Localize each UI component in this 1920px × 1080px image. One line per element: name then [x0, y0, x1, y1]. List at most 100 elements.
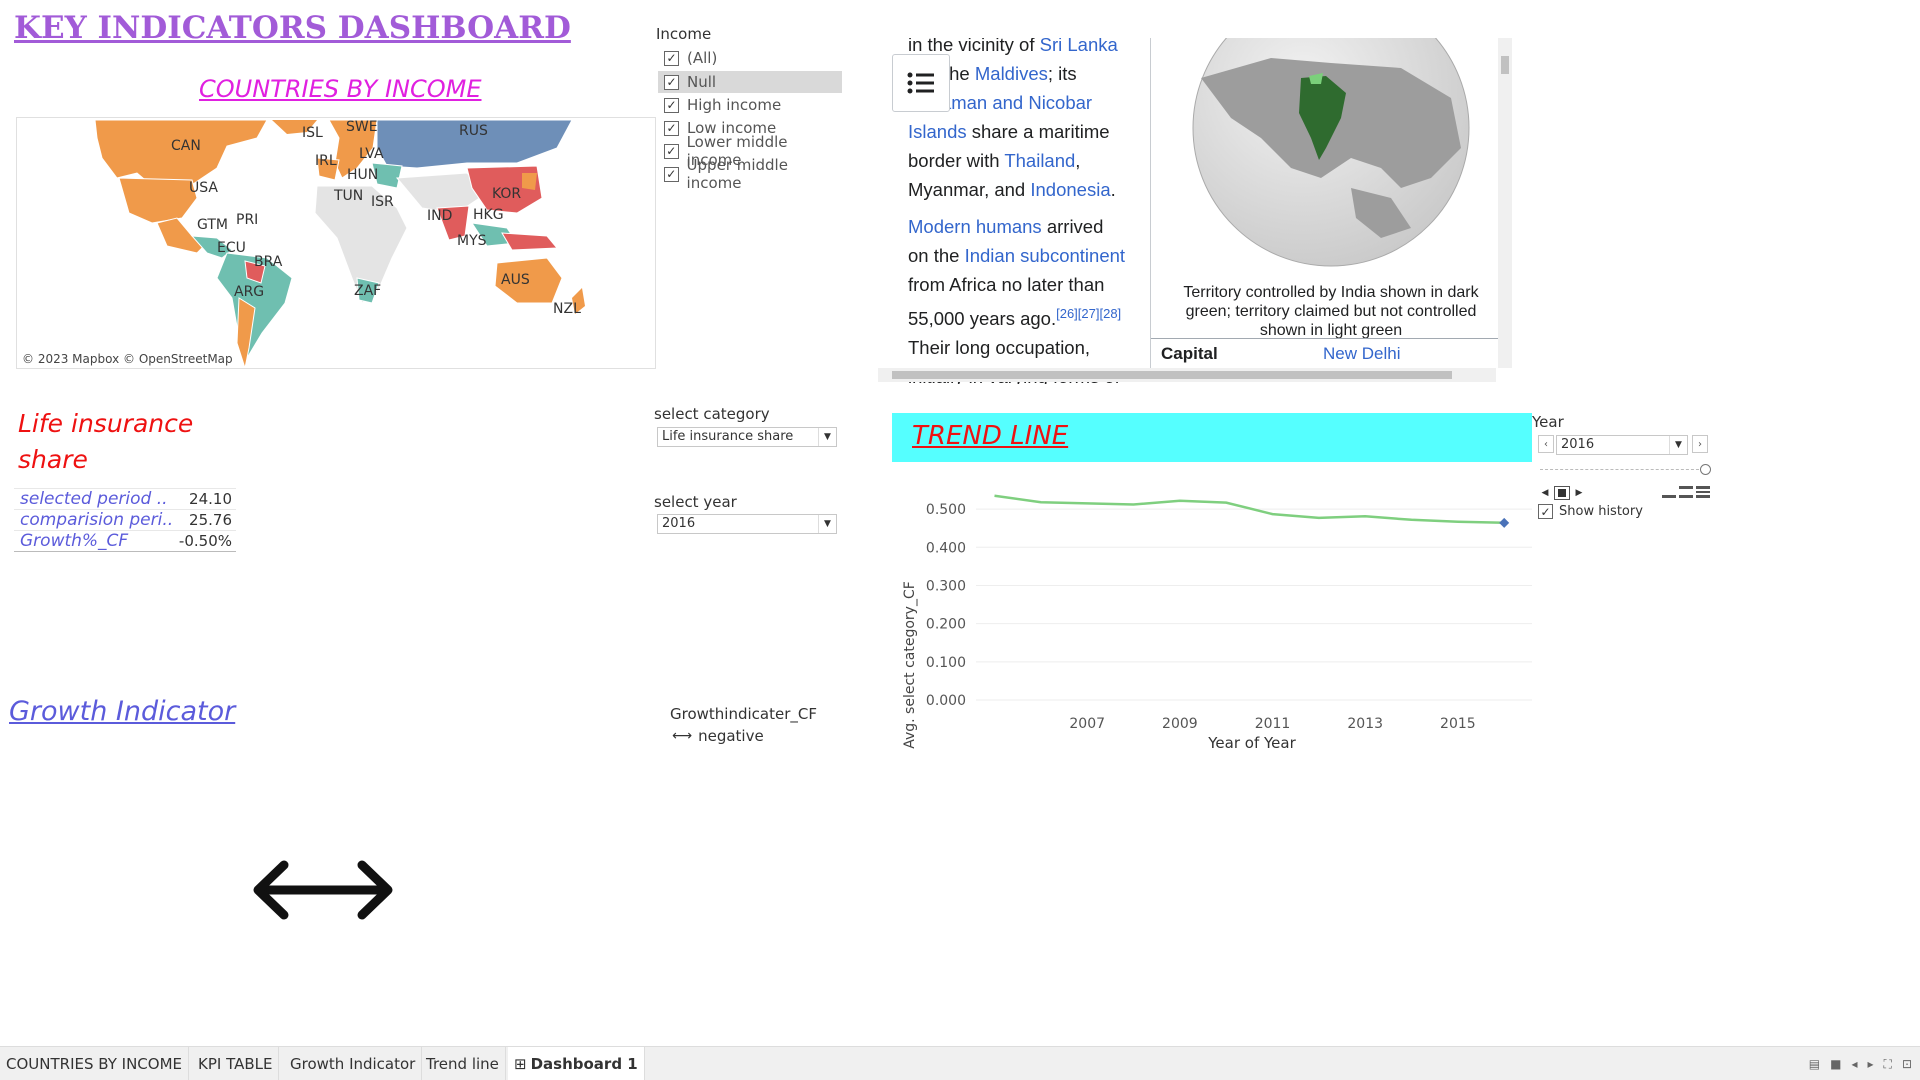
kpi-row[interactable]: comparision peri.. 25.76: [14, 509, 236, 530]
map-label[interactable]: ISL: [302, 125, 323, 141]
year-slider-track[interactable]: [1540, 469, 1704, 470]
map-label[interactable]: RUS: [459, 123, 488, 139]
kpi-row[interactable]: selected period .. 24.10: [14, 488, 236, 509]
link-indonesia[interactable]: Indonesia: [1030, 179, 1111, 200]
data-point[interactable]: [1174, 495, 1186, 507]
sheet-view-icon[interactable]: ■: [1830, 1057, 1842, 1071]
step-back-icon[interactable]: ◀: [1541, 488, 1549, 498]
kpi-row[interactable]: Growth%_CF -0.50%: [14, 530, 236, 551]
map-region[interactable]: [244, 260, 266, 284]
year-slider-handle[interactable]: [1700, 464, 1711, 475]
chevron-down-icon[interactable]: ▼: [818, 515, 836, 533]
data-point[interactable]: [1035, 496, 1047, 508]
vertical-scrollbar[interactable]: [1498, 38, 1512, 368]
map-label[interactable]: MYS: [457, 233, 487, 249]
check-icon[interactable]: ✓: [664, 97, 679, 113]
income-filter-item-upper-middle[interactable]: ✓ Upper middle income: [658, 156, 842, 192]
data-point[interactable]: [1267, 508, 1279, 520]
highlight-point[interactable]: [1499, 517, 1510, 528]
tab-countries-by-income[interactable]: COUNTRIES BY INCOME: [0, 1047, 190, 1080]
chevron-down-icon[interactable]: ▼: [1669, 436, 1687, 454]
trend-line-chart[interactable]: 0.000 0.100 0.200 0.300 0.400 0.500 2007 2009 2…: [892, 470, 1532, 760]
map-label[interactable]: ISR: [371, 194, 394, 210]
year-page-control[interactable]: ‹ 2016 ▼ › ◀ ▶: [1538, 434, 1712, 500]
link-modern-humans[interactable]: Modern humans: [908, 216, 1042, 237]
link-andaman[interactable]: Andaman and Nicobar Islands: [908, 92, 1093, 142]
data-point[interactable]: [1081, 497, 1093, 509]
map-label[interactable]: ECU: [217, 240, 246, 256]
income-filter-item-lower-middle[interactable]: ✓ Lower middle income: [658, 133, 842, 169]
check-icon[interactable]: ✓: [664, 120, 679, 136]
scroll-thumb[interactable]: [892, 371, 1452, 379]
map-region[interactable]: [314, 185, 408, 304]
data-point[interactable]: [989, 490, 1001, 502]
map-region[interactable]: [316, 157, 340, 181]
speed-slow-icon[interactable]: [1662, 486, 1676, 498]
tab-kpi-table[interactable]: KPI TABLE: [192, 1047, 280, 1080]
map-region[interactable]: [272, 120, 317, 134]
speed-medium-icon[interactable]: [1679, 486, 1693, 498]
present-icon[interactable]: ⊡: [1901, 1057, 1912, 1071]
link-indian-subcontinent[interactable]: Indian subcontinent: [964, 245, 1126, 266]
chevron-down-icon[interactable]: ▼: [818, 428, 836, 446]
map-label[interactable]: AUS: [501, 272, 530, 288]
map-label[interactable]: ZAF: [354, 283, 382, 299]
map-region[interactable]: [494, 257, 563, 304]
link-maldives[interactable]: Maldives: [974, 63, 1048, 84]
web-page-panel[interactable]: in the vicinity of Sri Lanka and the Mal…: [878, 38, 1518, 384]
chevron-left-icon[interactable]: ◂: [1851, 1057, 1858, 1071]
chevron-left-icon[interactable]: ‹: [1538, 435, 1554, 453]
link-sri-lanka[interactable]: Sri Lanka: [1039, 38, 1118, 55]
map-region[interactable]: [236, 297, 256, 368]
income-map[interactable]: CAN ISL SWE RUS IRL LVA HUN USA TUN ISR …: [16, 117, 656, 369]
map-label[interactable]: HUN: [347, 167, 379, 183]
data-point[interactable]: [1452, 516, 1464, 528]
select-category-dropdown[interactable]: Life insurance share ▼: [657, 427, 837, 447]
check-icon[interactable]: ✓: [664, 50, 679, 66]
horizontal-scrollbar[interactable]: [878, 368, 1496, 382]
citation-link[interactable]: [26][27][28]: [1056, 306, 1122, 321]
fullscreen-icon[interactable]: ⛶: [1883, 1057, 1892, 1071]
income-filter-item-null[interactable]: ✓ Null: [658, 71, 842, 93]
income-filter-item-high[interactable]: ✓ High income: [658, 94, 842, 116]
map-region[interactable]: [118, 177, 198, 224]
map-region[interactable]: [356, 277, 380, 304]
map-label[interactable]: IRL: [315, 153, 337, 169]
map-label[interactable]: PRI: [236, 212, 259, 228]
map-label[interactable]: IND: [427, 208, 453, 224]
data-point[interactable]: [1359, 510, 1371, 522]
map-label[interactable]: CAN: [171, 138, 201, 154]
map-label[interactable]: TUN: [334, 188, 364, 204]
speed-fast-icon[interactable]: [1696, 486, 1710, 498]
tab-growth-indicator[interactable]: Growth Indicator: [284, 1047, 423, 1080]
step-forward-icon[interactable]: ▶: [1575, 488, 1583, 498]
chevron-right-icon[interactable]: ▸: [1867, 1057, 1874, 1071]
data-point[interactable]: [1220, 497, 1232, 509]
chevron-right-icon[interactable]: ›: [1692, 435, 1708, 453]
data-point[interactable]: [1128, 499, 1140, 511]
check-icon[interactable]: ✓: [664, 143, 679, 159]
series-line[interactable]: [994, 494, 1505, 525]
map-label[interactable]: KOR: [492, 186, 522, 202]
table-of-contents-button[interactable]: [892, 54, 950, 112]
tab-trend-line[interactable]: Trend line: [420, 1047, 506, 1080]
year-dropdown[interactable]: 2016 ▼: [1556, 435, 1688, 455]
check-icon[interactable]: ✓: [664, 166, 679, 182]
map-region[interactable]: [522, 173, 537, 190]
map-region[interactable]: [436, 205, 470, 241]
tab-dashboard-1[interactable]: ⊞ Dashboard 1: [508, 1047, 645, 1080]
data-point[interactable]: [1313, 512, 1325, 524]
map-region[interactable]: [376, 119, 573, 169]
show-history-toggle[interactable]: ✓ Show history: [1538, 504, 1643, 519]
map-label[interactable]: GTM: [197, 217, 228, 233]
map-label[interactable]: SWE: [346, 119, 378, 135]
growth-legend-item[interactable]: ⟷ negative: [672, 727, 764, 745]
map-label[interactable]: ARG: [234, 284, 265, 300]
income-filter-item-low[interactable]: ✓ Low income: [658, 117, 842, 139]
grid-view-icon[interactable]: ▤: [1808, 1057, 1821, 1071]
select-year-dropdown[interactable]: 2016 ▼: [657, 514, 837, 534]
map-region[interactable]: [572, 288, 585, 314]
scroll-thumb[interactable]: [1501, 56, 1509, 74]
check-icon[interactable]: ✓: [1538, 504, 1553, 519]
check-icon[interactable]: ✓: [664, 74, 679, 90]
